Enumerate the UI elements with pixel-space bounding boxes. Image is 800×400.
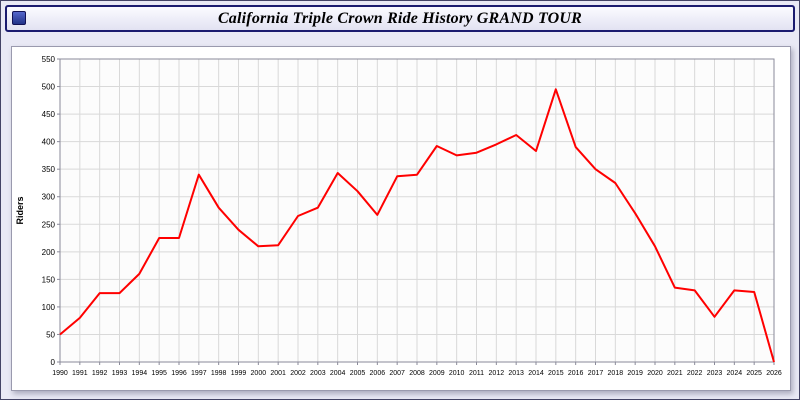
svg-text:2026: 2026 xyxy=(766,370,782,377)
svg-text:2004: 2004 xyxy=(330,370,346,377)
svg-text:50: 50 xyxy=(46,330,55,339)
svg-text:2014: 2014 xyxy=(528,370,544,377)
svg-text:1992: 1992 xyxy=(92,370,108,377)
svg-text:550: 550 xyxy=(42,55,56,64)
svg-text:1999: 1999 xyxy=(231,370,247,377)
svg-text:1991: 1991 xyxy=(72,370,88,377)
riders-line-chart: 0 50 100 150 200 250 300 350 400 450 500 550 1990 199… xyxy=(15,55,782,377)
svg-text:2025: 2025 xyxy=(746,370,762,377)
svg-text:400: 400 xyxy=(42,138,56,147)
svg-text:2008: 2008 xyxy=(409,370,425,377)
svg-text:250: 250 xyxy=(42,220,56,229)
svg-text:150: 150 xyxy=(42,275,56,284)
svg-text:0: 0 xyxy=(51,358,56,367)
svg-text:1997: 1997 xyxy=(191,370,207,377)
svg-text:2023: 2023 xyxy=(707,370,723,377)
svg-text:2020: 2020 xyxy=(647,370,663,377)
svg-text:300: 300 xyxy=(42,193,56,202)
svg-text:2002: 2002 xyxy=(290,370,306,377)
svg-text:450: 450 xyxy=(42,110,56,119)
page-title: California Triple Crown Ride History GRA… xyxy=(217,9,583,27)
svg-text:350: 350 xyxy=(42,165,56,174)
svg-text:1994: 1994 xyxy=(132,370,148,377)
svg-text:2012: 2012 xyxy=(489,370,505,377)
svg-text:2019: 2019 xyxy=(627,370,643,377)
svg-text:200: 200 xyxy=(42,248,56,257)
svg-text:1996: 1996 xyxy=(171,370,187,377)
svg-text:1998: 1998 xyxy=(211,370,227,377)
svg-text:2024: 2024 xyxy=(727,370,743,377)
svg-text:2006: 2006 xyxy=(370,370,386,377)
svg-text:2013: 2013 xyxy=(508,370,524,377)
svg-text:2015: 2015 xyxy=(548,370,564,377)
svg-text:2003: 2003 xyxy=(310,370,326,377)
app-icon xyxy=(12,11,26,25)
svg-text:2001: 2001 xyxy=(270,370,286,377)
svg-text:2005: 2005 xyxy=(350,370,366,377)
svg-text:1993: 1993 xyxy=(112,370,128,377)
svg-text:2018: 2018 xyxy=(608,370,624,377)
svg-text:2007: 2007 xyxy=(389,370,405,377)
svg-text:2016: 2016 xyxy=(568,370,584,377)
svg-text:2000: 2000 xyxy=(251,370,267,377)
svg-text:Riders: Riders xyxy=(15,196,25,224)
svg-text:100: 100 xyxy=(42,303,56,312)
chart-panel: 0 50 100 150 200 250 300 350 400 450 500 550 1990 199… xyxy=(11,46,791,391)
svg-text:1990: 1990 xyxy=(52,370,68,377)
title-bar: California Triple Crown Ride History GRA… xyxy=(5,5,795,32)
svg-text:2009: 2009 xyxy=(429,370,445,377)
svg-text:1995: 1995 xyxy=(151,370,167,377)
svg-text:2010: 2010 xyxy=(449,370,465,377)
svg-text:2011: 2011 xyxy=(469,370,484,377)
svg-text:2017: 2017 xyxy=(588,370,604,377)
svg-text:500: 500 xyxy=(42,83,56,92)
svg-text:2021: 2021 xyxy=(667,370,683,377)
svg-text:2022: 2022 xyxy=(687,370,703,377)
